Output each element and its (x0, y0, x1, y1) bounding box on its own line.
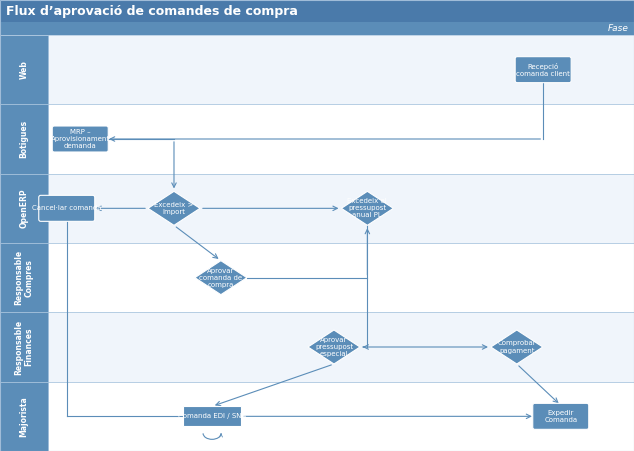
Text: Responsable
Compres: Responsable Compres (15, 250, 34, 305)
Text: OpenERP: OpenERP (20, 189, 29, 228)
Polygon shape (195, 261, 247, 295)
Text: Aprovar
comanda de
compra: Aprovar comanda de compra (199, 267, 242, 288)
Bar (0, 174, 48, 243)
Text: Botigues: Botigues (20, 120, 29, 158)
Bar (0, 104, 48, 174)
Text: Excedeix el
pressupost
anual PL: Excedeix el pressupost anual PL (347, 198, 387, 218)
Bar (0, 382, 48, 451)
Text: Comanda EDI / SNA: Comanda EDI / SNA (178, 413, 246, 419)
Bar (48, 35, 634, 104)
FancyBboxPatch shape (515, 57, 571, 83)
Polygon shape (308, 330, 360, 364)
Bar (0, 35, 48, 104)
FancyBboxPatch shape (39, 195, 94, 221)
FancyBboxPatch shape (52, 126, 108, 152)
Text: Aprovar
pressupost
especial: Aprovar pressupost especial (315, 337, 353, 357)
Text: Responsable
Finances: Responsable Finances (15, 319, 34, 375)
Bar (48, 382, 634, 451)
Text: Expedir
Comanda: Expedir Comanda (544, 410, 578, 423)
Text: Web: Web (20, 60, 29, 79)
Bar (48, 243, 634, 313)
Text: Fase: Fase (608, 24, 629, 33)
Bar (0, 0, 634, 22)
Text: Cancel·lar comanda: Cancel·lar comanda (32, 205, 101, 212)
Bar (48, 313, 634, 382)
Bar (48, 174, 634, 243)
Polygon shape (491, 330, 543, 364)
Text: Comprobar
pagament: Comprobar pagament (498, 341, 536, 354)
Text: Majorista: Majorista (20, 396, 29, 437)
Polygon shape (148, 191, 200, 226)
Text: Recepció
comanda client: Recepció comanda client (516, 63, 570, 77)
Text: Excedeix >
Import: Excedeix > Import (154, 202, 193, 215)
Polygon shape (341, 191, 393, 226)
Bar (0, 22, 634, 35)
Text: MRP –
Aprovisionament
demanda: MRP – Aprovisionament demanda (51, 129, 110, 149)
FancyBboxPatch shape (533, 403, 589, 429)
Bar (183, 406, 241, 426)
Bar (0, 243, 48, 313)
Bar (0, 313, 48, 382)
Text: Flux d’aprovació de comandes de compra: Flux d’aprovació de comandes de compra (6, 5, 298, 18)
Bar (48, 104, 634, 174)
